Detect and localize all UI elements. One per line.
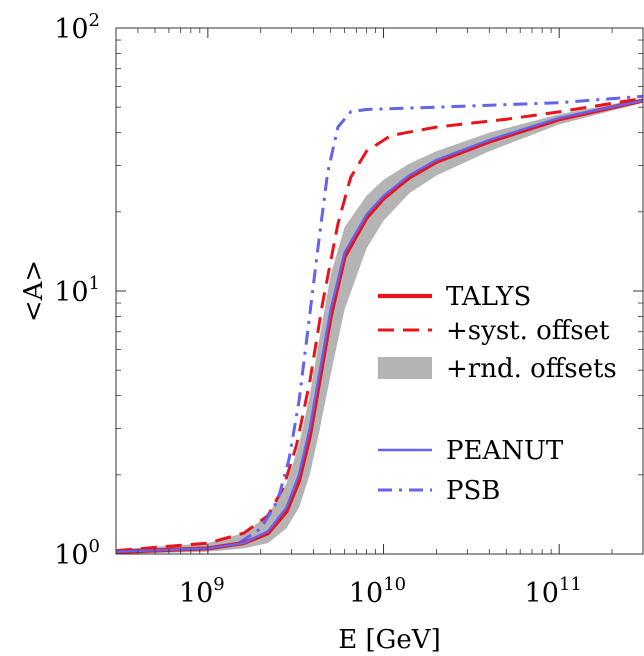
series-line-syst-offset [116,96,643,553]
y-tick-label: 101 [54,273,100,308]
x-axis-label: E [GeV] [338,625,440,655]
legend-label-peanut: PEANUT [446,436,564,466]
y-tick-label: 100 [54,536,100,571]
legend-label-talys: TALYS [446,282,531,312]
series-line-psb [116,94,643,554]
x-tick-label: 1011 [525,574,582,609]
legend-label-rnd-offsets: +rnd. offsets [446,354,617,384]
legend-label-syst-offset: +syst. offset [446,316,610,346]
plot-layer [116,94,643,554]
plot-frame [115,27,644,555]
legend: TALYS +syst. offset +rnd. offsets PEANUT PSB [378,282,617,506]
legend-swatch-rnd-offsets [378,357,432,379]
y-tick-label: 102 [54,10,100,45]
legend-label-psb: PSB [446,476,500,506]
ticks-layer: 109 1010 1011 100 101 102 [54,10,644,609]
series-band-rnd-offsets [116,98,643,554]
y-axis-label: <A> [19,260,49,322]
x-tick-label: 109 [179,574,225,609]
x-tick-label: 1010 [349,574,406,609]
series-line-peanut [116,99,643,553]
